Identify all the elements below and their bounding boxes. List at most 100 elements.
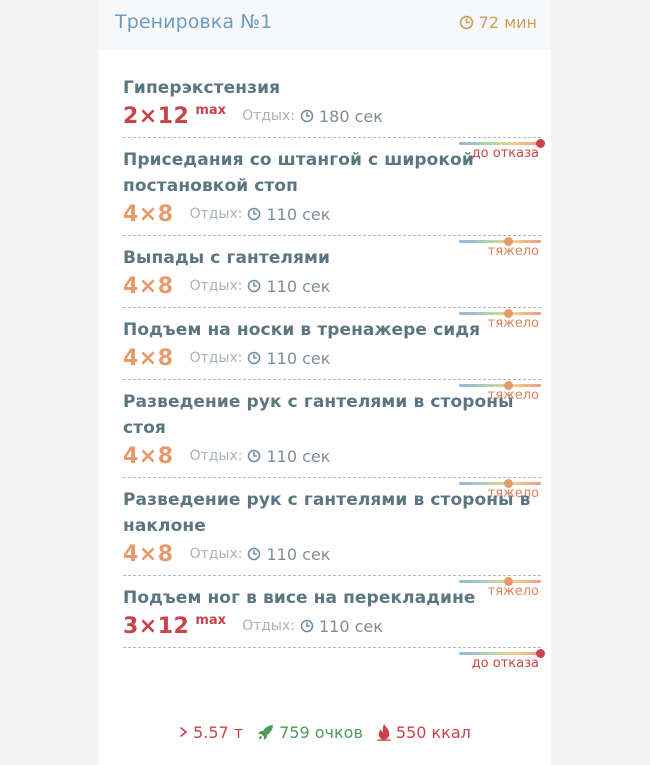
exercise-sets-sup: max	[195, 103, 227, 118]
intensity-dot	[504, 381, 513, 390]
intensity-dot	[536, 649, 545, 658]
exercise-name: Разведение рук с гантелями в стороны сто…	[123, 392, 514, 438]
intensity-indicator: тяжело	[459, 379, 541, 403]
rest-time: 110 сек	[247, 205, 330, 224]
tonnage-value: 5.57 т	[193, 722, 244, 742]
rest-label: Отдых:	[189, 206, 243, 222]
exercise-meta: 4×8 Отдых: 110 сек	[123, 343, 541, 373]
intensity-dot	[504, 577, 513, 586]
rest-label: Отдых:	[189, 350, 243, 366]
summary-tonnage: 5.57 т	[179, 723, 243, 742]
clock-icon	[248, 207, 261, 221]
rest-label: Отдых:	[189, 546, 243, 562]
intensity-indicator: до отказа	[459, 137, 545, 161]
intensity-bar	[459, 142, 541, 145]
exercise-item[interactable]: Подъем на носки в тренажере сидя 4×8 Отд…	[123, 308, 541, 403]
clock-icon	[248, 279, 261, 293]
workout-summary: 5.57 т 759 очков 550 ккал	[99, 719, 551, 745]
clock-icon	[300, 619, 314, 633]
summary-kcal: 550 ккал	[377, 723, 471, 742]
clock-icon	[459, 15, 473, 30]
exercise-sets-sup: max	[195, 613, 227, 628]
clock-icon	[248, 351, 261, 365]
intensity-label: тяжело	[487, 486, 539, 501]
exercise-name: Подъем ног в висе на перекладине	[123, 588, 476, 608]
exercise-item[interactable]: Разведение рук с гантелями в стороны сто…	[123, 380, 541, 501]
exercise-name: Разведение рук с гантелями в стороны в н…	[123, 490, 531, 536]
exercise-list: Гиперэкстензия 2×12 max Отдых: 180 сек д…	[123, 66, 545, 671]
kcal-value: 550 ккал	[395, 722, 471, 742]
summary-points: 759 очков	[257, 723, 363, 742]
exercise-item[interactable]: Приседания со штангой с широкой постанов…	[123, 138, 541, 259]
intensity-bar	[459, 580, 541, 583]
chevron-right-icon	[180, 726, 188, 738]
intensity-label: тяжело	[487, 316, 539, 331]
flame-icon	[377, 723, 391, 741]
exercise-item[interactable]: Гиперэкстензия 2×12 max Отдых: 180 сек д…	[123, 66, 545, 161]
workout-duration: 72 мин	[459, 13, 537, 32]
exercise-sets: 4×8	[123, 541, 174, 567]
rest-value: 180 сек	[319, 106, 383, 126]
exercise-meta: 2×12 max Отдых: 180 сек	[123, 101, 541, 131]
intensity-label: до отказа	[471, 146, 539, 161]
intensity-indicator: тяжело	[459, 477, 541, 501]
exercise-meta: 4×8 Отдых: 110 сек	[123, 441, 541, 471]
rest-time: 110 сек	[247, 349, 330, 368]
exercise-meta: 4×8 Отдых: 110 сек	[123, 199, 541, 229]
rest-value: 110 сек	[319, 616, 383, 636]
rest-label: Отдых:	[242, 108, 295, 124]
exercise-item[interactable]: Разведение рук с гантелями в стороны в н…	[123, 478, 541, 599]
intensity-dot	[536, 139, 545, 148]
intensity-dot	[504, 237, 513, 246]
intensity-dot	[504, 479, 513, 488]
duration-value: 72 мин	[478, 13, 537, 32]
exercise-item[interactable]: Выпады с гантелями 4×8 Отдых: 110 сек тя…	[123, 236, 541, 331]
intensity-label: тяжело	[487, 584, 539, 599]
rest-value: 110 сек	[266, 446, 331, 466]
exercise-sets: 3×12	[123, 613, 190, 639]
clock-icon	[248, 449, 261, 463]
intensity-indicator: тяжело	[459, 235, 541, 259]
exercise-meta: 4×8 Отдых: 110 сек	[123, 539, 541, 569]
workout-card: Тренировка №1 72 мин Гиперэкстензия 2×12…	[99, 0, 551, 765]
rest-label: Отдых:	[189, 448, 243, 464]
exercise-sets: 4×8	[123, 273, 174, 299]
points-value: 759 очков	[279, 722, 363, 742]
rest-label: Отдых:	[189, 278, 243, 294]
rocket-icon	[258, 724, 274, 740]
workout-title: Тренировка №1	[115, 11, 273, 33]
rest-value: 110 сек	[266, 276, 331, 296]
rest-time: 110 сек	[247, 447, 330, 466]
exercise-meta: 4×8 Отдых: 110 сек	[123, 271, 541, 301]
intensity-indicator: тяжело	[459, 307, 541, 331]
exercise-item[interactable]: Подъем ног в висе на перекладине 3×12 ma…	[123, 576, 545, 671]
workout-header: Тренировка №1 72 мин	[99, 0, 551, 50]
exercise-name: Приседания со штангой с широкой постанов…	[123, 150, 474, 196]
exercise-name: Гиперэкстензия	[123, 78, 281, 98]
clock-icon	[300, 109, 314, 123]
exercise-name: Выпады с гантелями	[123, 248, 331, 268]
intensity-bar	[459, 312, 541, 315]
intensity-dot	[504, 309, 513, 318]
intensity-indicator: до отказа	[459, 647, 545, 671]
intensity-label: тяжело	[487, 244, 539, 259]
rest-value: 110 сек	[266, 348, 331, 368]
rest-time: 110 сек	[247, 545, 330, 564]
exercise-sets: 4×8	[123, 443, 174, 469]
exercise-name: Подъем на носки в тренажере сидя	[123, 320, 481, 340]
intensity-indicator: тяжело	[459, 575, 541, 599]
clock-icon	[248, 547, 261, 561]
exercise-sets: 4×8	[123, 201, 174, 227]
rest-time: 110 сек	[247, 277, 330, 296]
intensity-bar	[459, 482, 541, 485]
exercise-sets: 2×12	[123, 103, 190, 129]
rest-time: 110 сек	[300, 617, 383, 636]
rest-value: 110 сек	[266, 204, 331, 224]
exercise-sets: 4×8	[123, 345, 174, 371]
rest-time: 180 сек	[300, 107, 383, 126]
exercise-meta: 3×12 max Отдых: 110 сек	[123, 611, 541, 641]
intensity-bar	[459, 240, 541, 243]
intensity-bar	[459, 652, 541, 655]
intensity-label: тяжело	[487, 388, 539, 403]
rest-label: Отдых:	[242, 618, 295, 634]
